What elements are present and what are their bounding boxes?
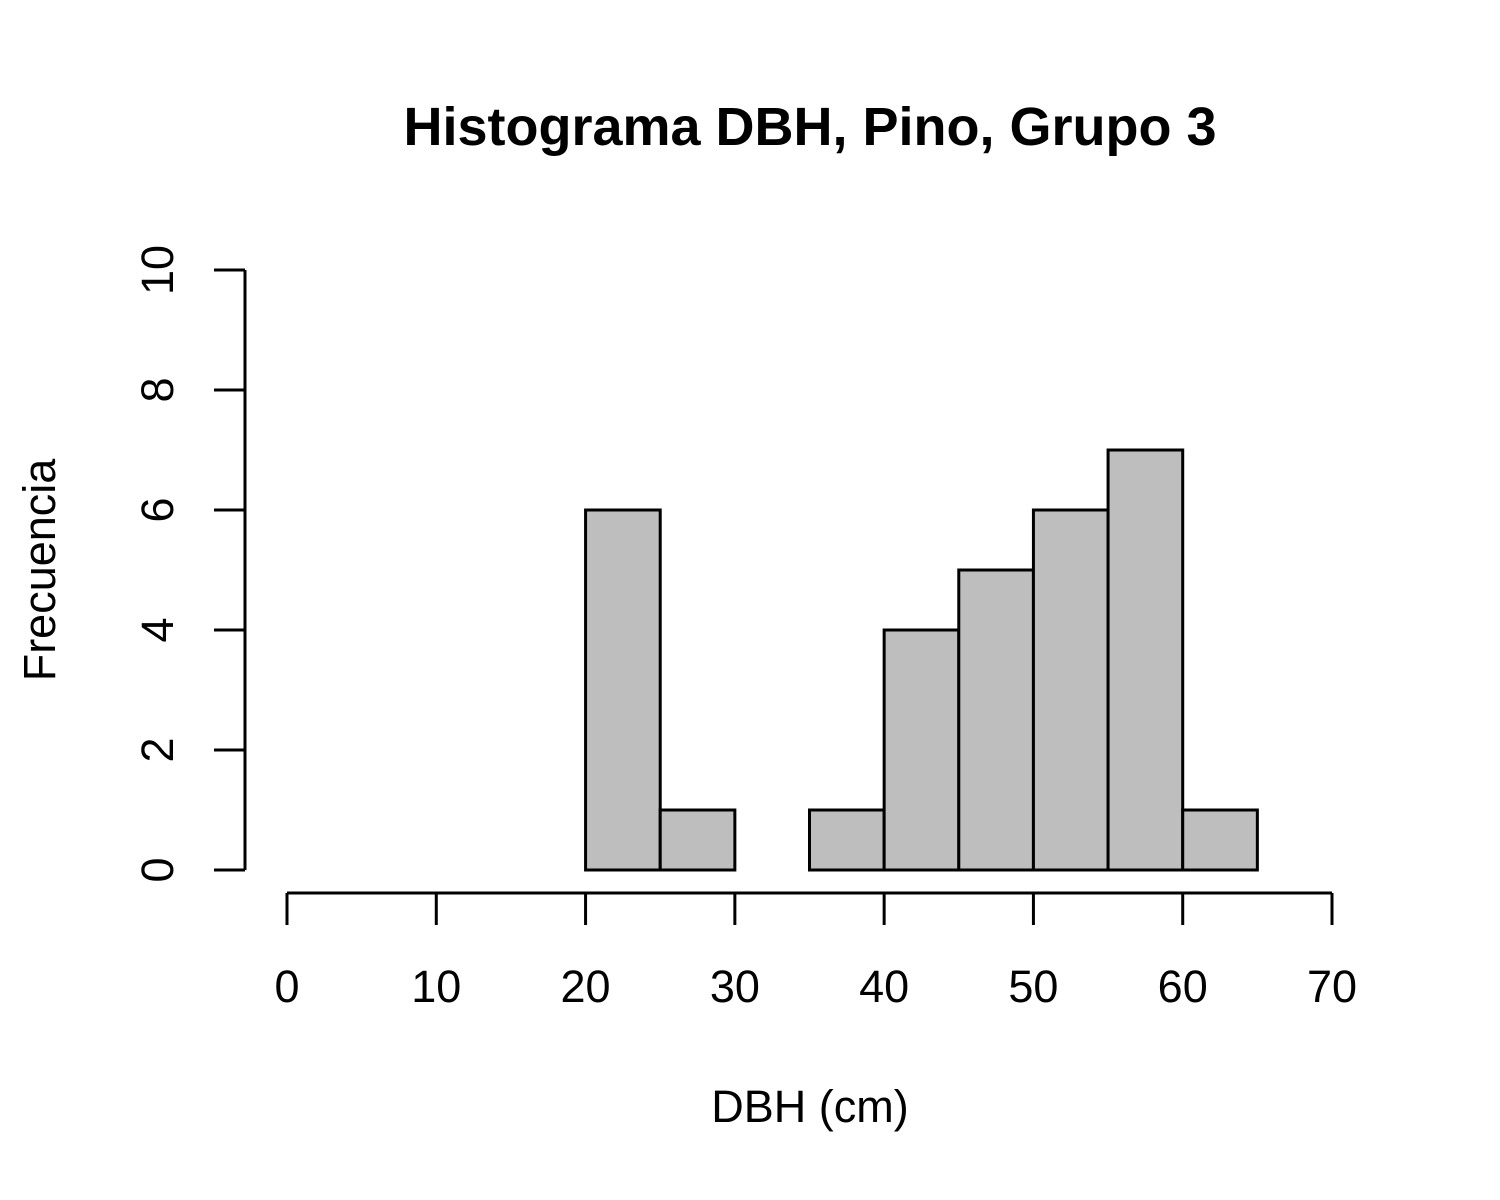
histogram-bar-55-60	[1106, 448, 1185, 872]
x-tick-label: 70	[1307, 961, 1357, 1012]
histogram-bar-25-30	[658, 808, 737, 872]
x-axis-label: DBH (cm)	[711, 1081, 908, 1132]
y-tick-label: 10	[132, 245, 183, 295]
bars-group	[584, 448, 1259, 872]
y-axis: 0 2 4 6 8 10	[132, 245, 247, 883]
y-tick-label: 0	[132, 857, 183, 882]
x-axis: 0 10 20 30 40 50 60 70	[274, 891, 1357, 1012]
x-tick-label: 10	[411, 961, 461, 1012]
x-tick-label: 30	[710, 961, 760, 1012]
histogram-bar-50-55	[1031, 508, 1110, 872]
y-tick-label: 4	[132, 617, 183, 642]
histogram-bar-20-25	[584, 508, 662, 872]
histogram-bar-40-45	[882, 628, 961, 872]
x-tick-label: 20	[561, 961, 611, 1012]
chart-title: Histograma DBH, Pino, Grupo 3	[403, 97, 1216, 157]
x-tick-label: 50	[1008, 961, 1058, 1012]
y-tick-label: 8	[132, 377, 183, 402]
x-tick-label: 60	[1158, 961, 1208, 1012]
x-tick-label: 0	[274, 961, 299, 1012]
histogram-bar-35-40	[808, 808, 886, 872]
y-tick-label: 6	[132, 497, 183, 522]
y-tick-label: 2	[132, 737, 183, 762]
x-tick-label: 40	[859, 961, 909, 1012]
histogram-bar-60-65	[1181, 808, 1259, 872]
y-axis-label: Frecuencia	[14, 458, 65, 682]
histogram-bar-45-50	[957, 568, 1035, 872]
